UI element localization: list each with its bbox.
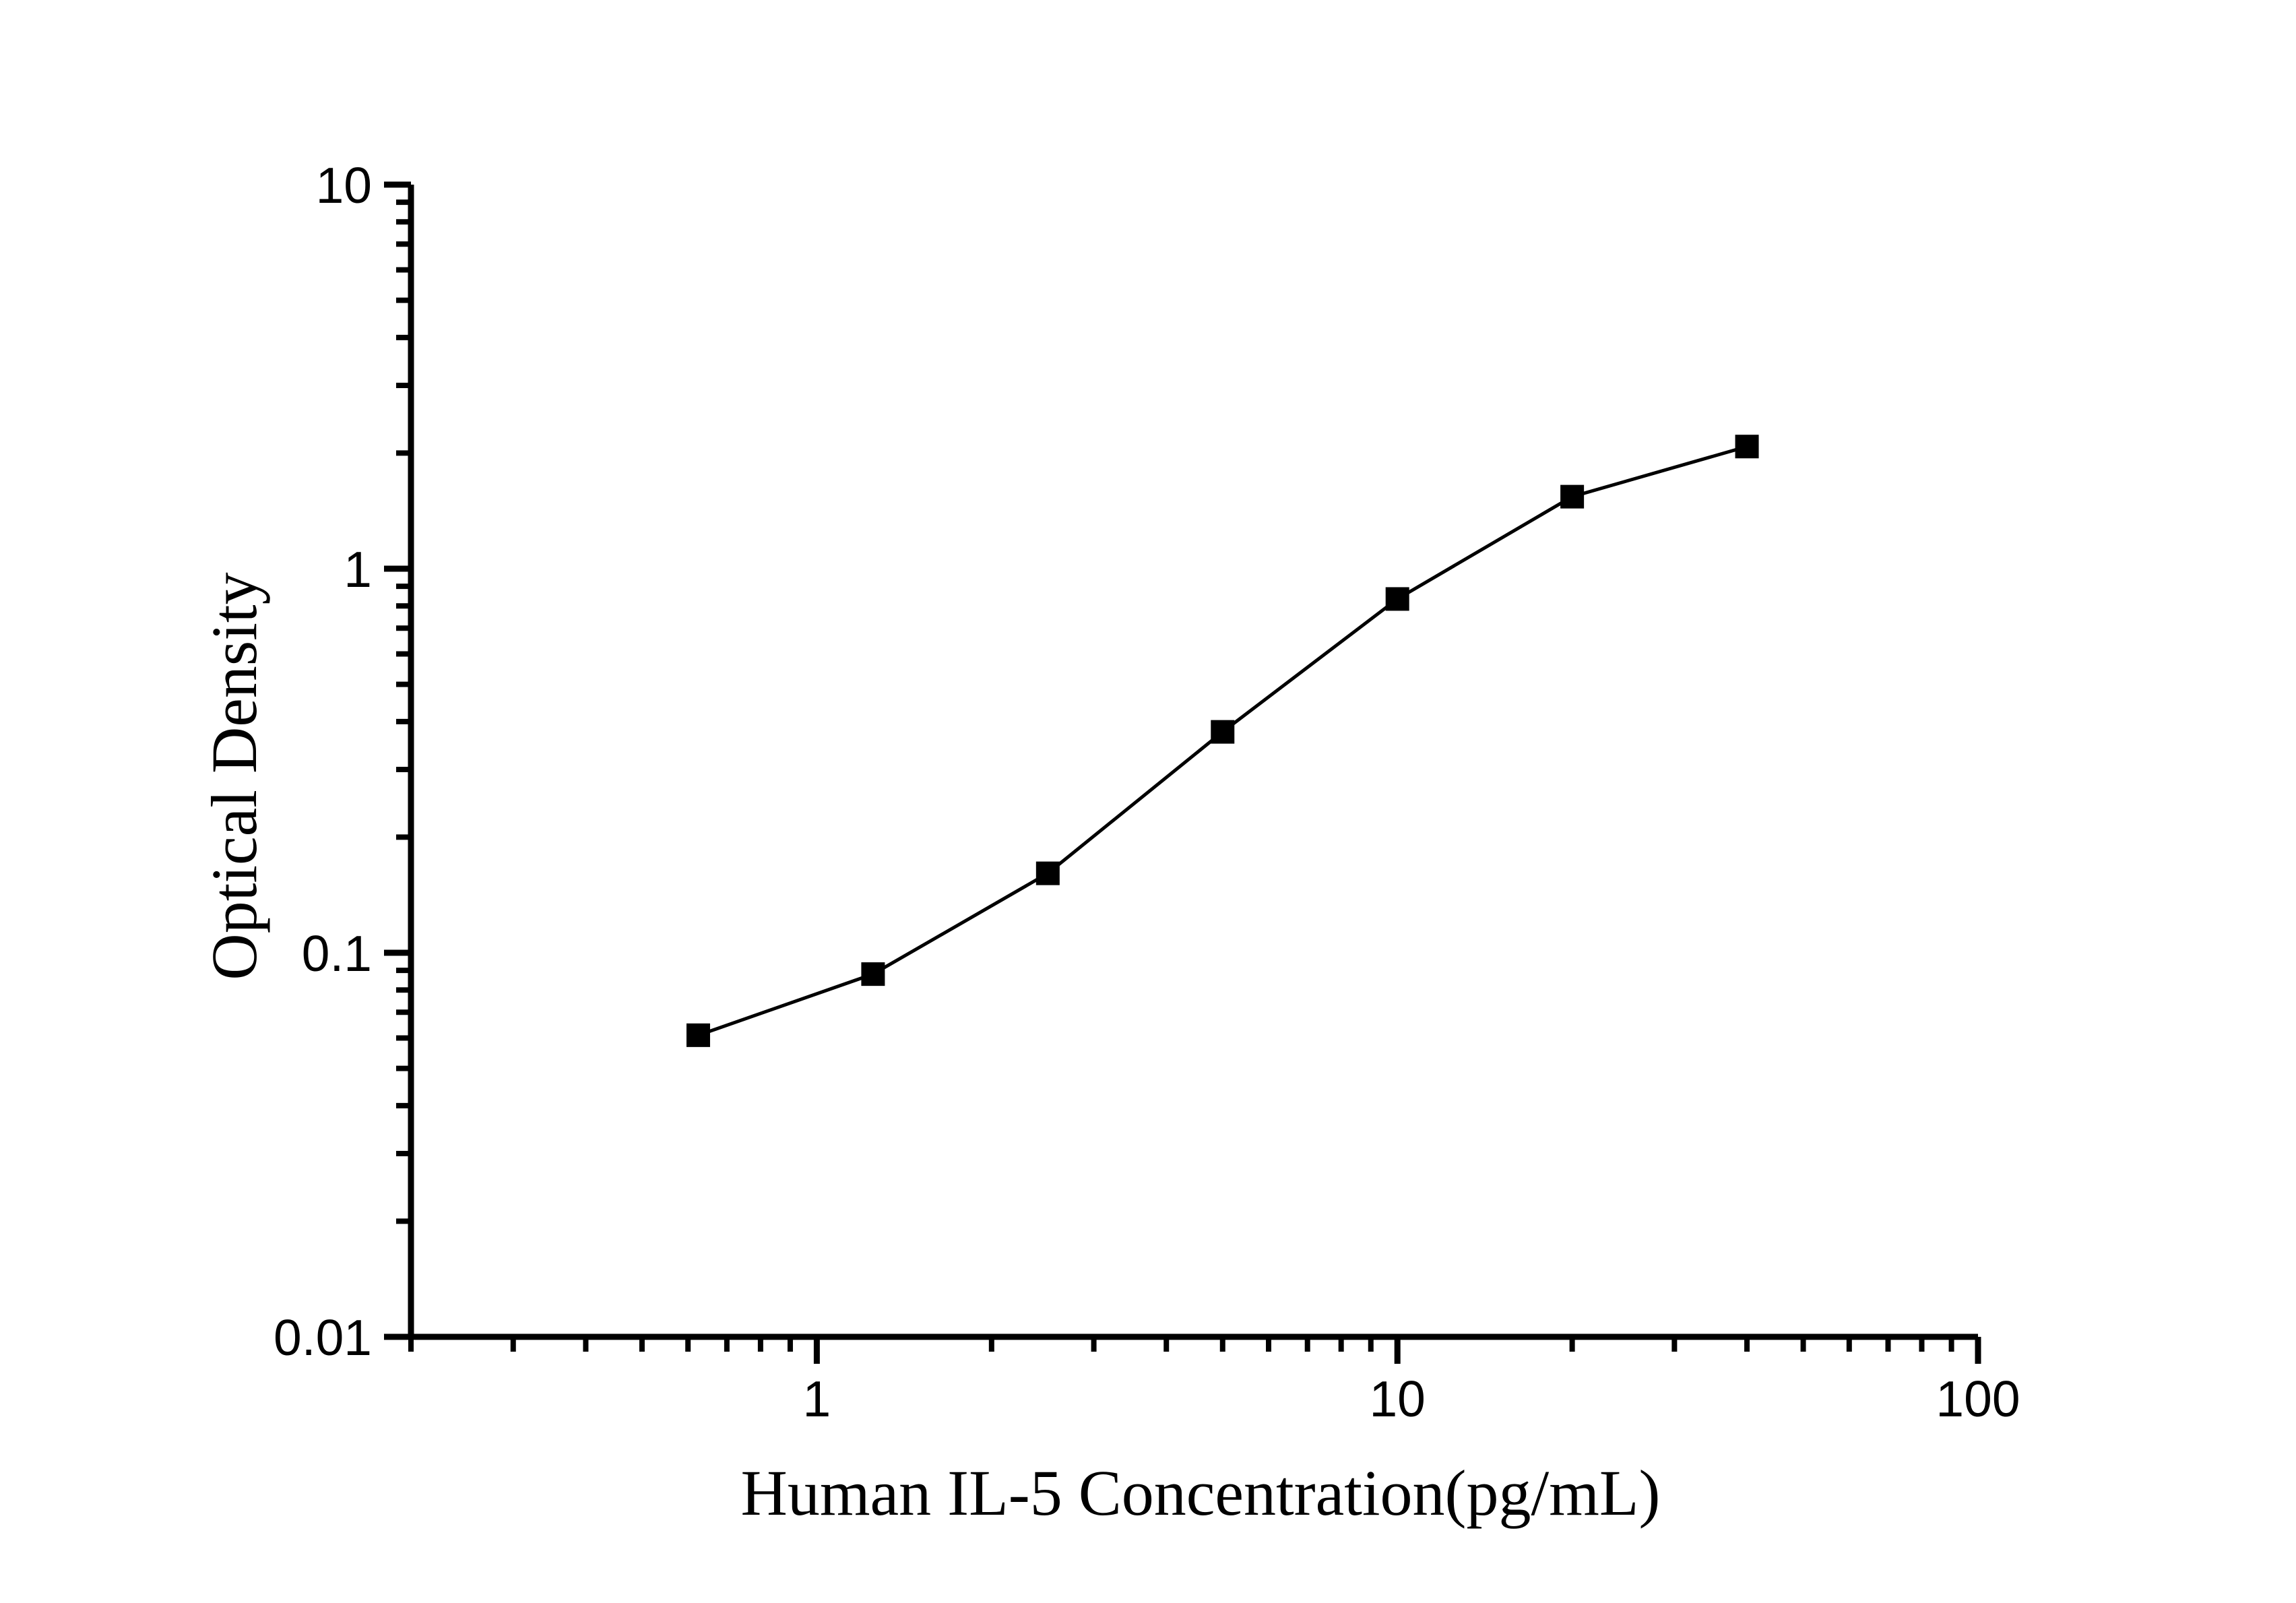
y-tick-label: 1 [344, 541, 372, 598]
data-point-marker [861, 962, 885, 986]
tick-labels-layer: 1 10 100 0.01 0.1 1 10 [274, 157, 2020, 1427]
x-tick-label: 1 [803, 1371, 831, 1427]
x-tick-label: 100 [1936, 1371, 2020, 1427]
y-tick-label: 0.01 [274, 1309, 372, 1366]
y-tick-label: 0.1 [302, 925, 372, 982]
data-point-marker [1035, 861, 1060, 885]
x-axis-title: Human IL-5 Concentration(pg/mL) [741, 1457, 1661, 1529]
y-axis-title: Optical Density [198, 572, 270, 980]
data-point-marker [1735, 435, 1759, 459]
series-layer [686, 435, 1759, 1047]
x-tick-label: 10 [1369, 1371, 1425, 1427]
data-point-marker [686, 1023, 710, 1047]
data-point-marker [1560, 484, 1585, 509]
y-tick-label: 10 [316, 157, 372, 214]
data-point-marker [1385, 587, 1409, 611]
ticks-layer [384, 181, 1981, 1364]
data-point-marker [1211, 720, 1235, 744]
axes-layer [408, 185, 1978, 1340]
